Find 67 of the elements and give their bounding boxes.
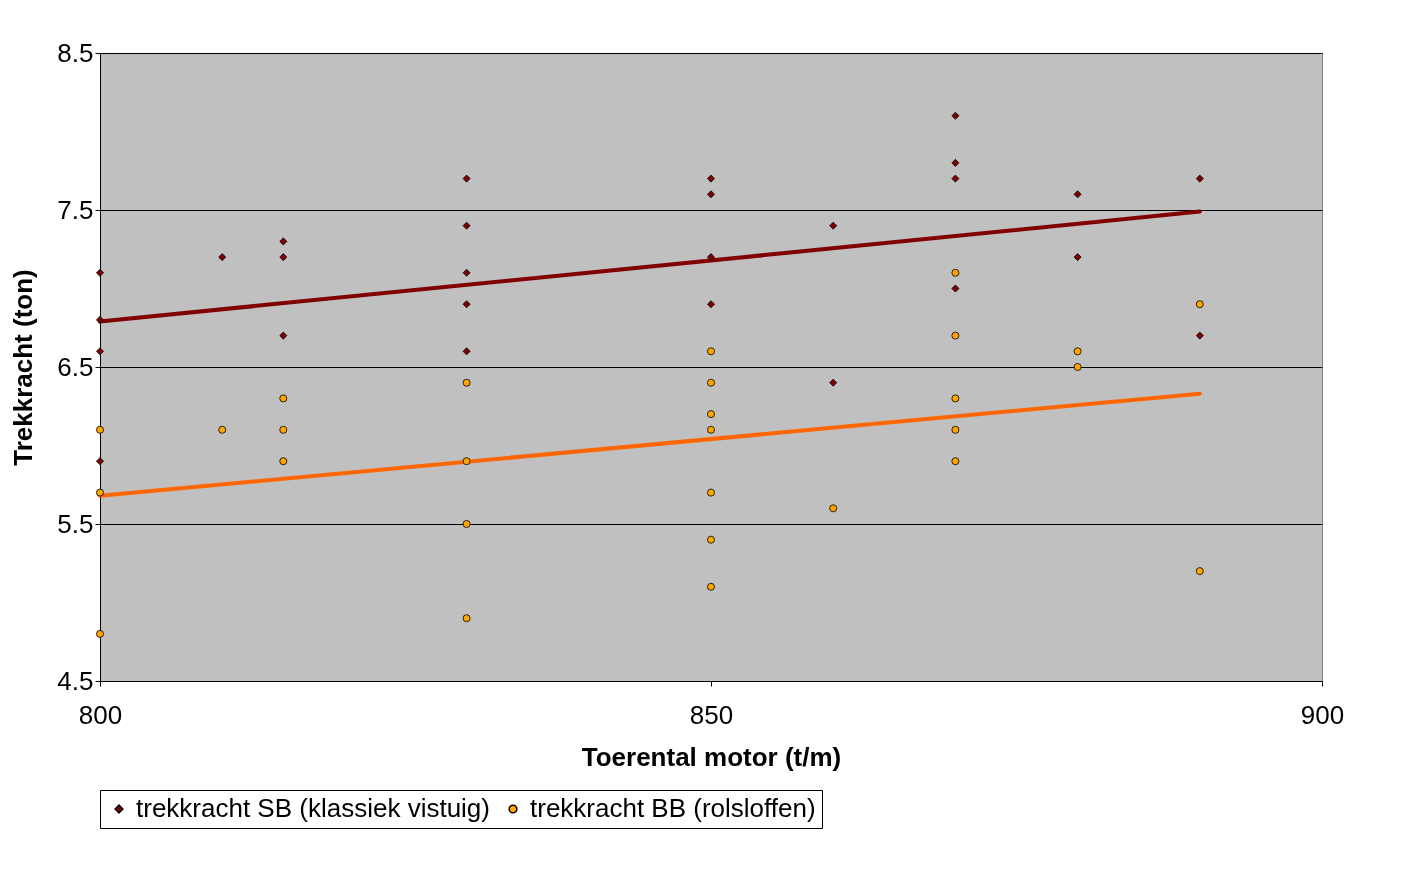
point bbox=[279, 457, 288, 466]
point bbox=[951, 268, 960, 277]
point bbox=[1073, 363, 1082, 371]
point bbox=[462, 268, 471, 277]
point bbox=[707, 582, 715, 591]
point bbox=[829, 378, 838, 387]
point bbox=[707, 425, 715, 434]
y-tick-label: 8.5 bbox=[57, 37, 94, 68]
point bbox=[462, 614, 471, 623]
point bbox=[96, 268, 104, 277]
point bbox=[279, 331, 288, 340]
point bbox=[279, 394, 288, 403]
x-tick-label: 900 bbox=[1300, 699, 1345, 730]
point bbox=[951, 174, 960, 183]
point bbox=[951, 425, 960, 434]
point bbox=[96, 457, 104, 466]
point bbox=[1073, 347, 1082, 356]
legend-label: trekkracht BB (rolsloffen) bbox=[530, 793, 816, 823]
point bbox=[951, 111, 960, 120]
point bbox=[462, 221, 471, 230]
point bbox=[829, 221, 838, 230]
point bbox=[1195, 174, 1204, 183]
point bbox=[462, 378, 471, 387]
point bbox=[1073, 190, 1082, 199]
point bbox=[96, 488, 104, 497]
point bbox=[829, 504, 838, 513]
point bbox=[951, 457, 960, 466]
point bbox=[951, 331, 960, 340]
legend-label: trekkracht SB (klassiek vistuig) bbox=[136, 793, 490, 823]
point bbox=[218, 253, 227, 262]
point bbox=[96, 315, 104, 324]
point bbox=[951, 394, 960, 403]
x-axis-title: Toerental motor (t/m) bbox=[581, 741, 842, 772]
point bbox=[707, 174, 715, 183]
point bbox=[462, 520, 471, 528]
point bbox=[1073, 253, 1082, 262]
point bbox=[707, 378, 715, 387]
point bbox=[96, 629, 104, 638]
point bbox=[1195, 300, 1204, 309]
point bbox=[707, 488, 715, 497]
point bbox=[462, 300, 471, 309]
x-tick-label: 850 bbox=[689, 699, 734, 730]
point bbox=[462, 457, 471, 466]
y-tick-label: 5.5 bbox=[57, 508, 94, 539]
y-tick-label: 4.5 bbox=[57, 665, 94, 696]
point bbox=[96, 347, 104, 356]
point bbox=[1195, 331, 1204, 340]
point bbox=[96, 425, 104, 434]
y-axis-title: Trekkracht (ton) bbox=[8, 269, 39, 466]
point bbox=[1195, 567, 1204, 576]
point bbox=[707, 190, 715, 199]
point bbox=[707, 410, 715, 419]
x-tick-label: 800 bbox=[78, 699, 123, 730]
point bbox=[462, 347, 471, 356]
point bbox=[951, 158, 960, 167]
y-tick-label: 6.5 bbox=[57, 351, 94, 382]
point bbox=[279, 253, 288, 262]
point bbox=[951, 284, 960, 293]
point bbox=[707, 253, 715, 262]
point bbox=[707, 535, 715, 544]
point bbox=[279, 237, 288, 246]
y-tick-label: 7.5 bbox=[57, 194, 94, 225]
point bbox=[707, 300, 715, 309]
point bbox=[707, 347, 715, 356]
point bbox=[462, 174, 471, 183]
point bbox=[279, 425, 288, 434]
point bbox=[218, 425, 227, 434]
